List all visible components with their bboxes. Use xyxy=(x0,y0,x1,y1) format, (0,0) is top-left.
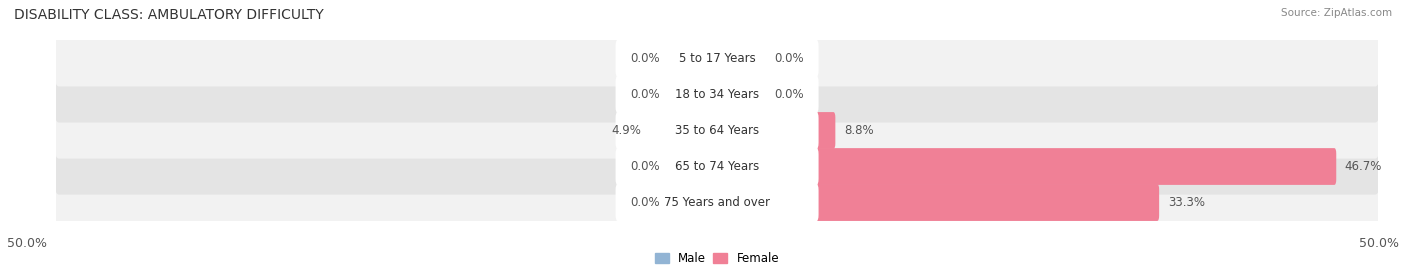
FancyBboxPatch shape xyxy=(55,66,1379,123)
Text: DISABILITY CLASS: AMBULATORY DIFFICULTY: DISABILITY CLASS: AMBULATORY DIFFICULTY xyxy=(14,8,323,22)
Text: 0.0%: 0.0% xyxy=(631,88,661,101)
Text: 8.8%: 8.8% xyxy=(844,124,873,137)
FancyBboxPatch shape xyxy=(616,112,818,149)
Legend: Male, Female: Male, Female xyxy=(655,252,779,265)
Text: 75 Years and over: 75 Years and over xyxy=(664,196,770,209)
FancyBboxPatch shape xyxy=(669,40,718,77)
Text: 46.7%: 46.7% xyxy=(1344,160,1382,173)
FancyBboxPatch shape xyxy=(55,174,1379,231)
Text: 4.9%: 4.9% xyxy=(612,124,641,137)
FancyBboxPatch shape xyxy=(716,184,1159,221)
Text: 0.0%: 0.0% xyxy=(773,52,803,65)
FancyBboxPatch shape xyxy=(716,76,765,113)
FancyBboxPatch shape xyxy=(55,138,1379,195)
Text: 0.0%: 0.0% xyxy=(631,52,661,65)
FancyBboxPatch shape xyxy=(669,184,718,221)
Text: 33.3%: 33.3% xyxy=(1168,196,1205,209)
FancyBboxPatch shape xyxy=(716,112,835,149)
Text: 0.0%: 0.0% xyxy=(631,160,661,173)
FancyBboxPatch shape xyxy=(669,148,718,185)
Text: 0.0%: 0.0% xyxy=(631,196,661,209)
Text: 35 to 64 Years: 35 to 64 Years xyxy=(675,124,759,137)
Text: Source: ZipAtlas.com: Source: ZipAtlas.com xyxy=(1281,8,1392,18)
FancyBboxPatch shape xyxy=(55,102,1379,159)
Text: 18 to 34 Years: 18 to 34 Years xyxy=(675,88,759,101)
FancyBboxPatch shape xyxy=(669,76,718,113)
FancyBboxPatch shape xyxy=(616,148,818,185)
Text: 0.0%: 0.0% xyxy=(773,88,803,101)
FancyBboxPatch shape xyxy=(616,76,818,113)
FancyBboxPatch shape xyxy=(616,184,818,221)
FancyBboxPatch shape xyxy=(716,148,1336,185)
FancyBboxPatch shape xyxy=(616,40,818,77)
Text: 50.0%: 50.0% xyxy=(1360,237,1399,250)
FancyBboxPatch shape xyxy=(55,30,1379,87)
Text: 50.0%: 50.0% xyxy=(7,237,46,250)
Text: 5 to 17 Years: 5 to 17 Years xyxy=(679,52,755,65)
FancyBboxPatch shape xyxy=(651,112,718,149)
Text: 65 to 74 Years: 65 to 74 Years xyxy=(675,160,759,173)
FancyBboxPatch shape xyxy=(716,40,765,77)
